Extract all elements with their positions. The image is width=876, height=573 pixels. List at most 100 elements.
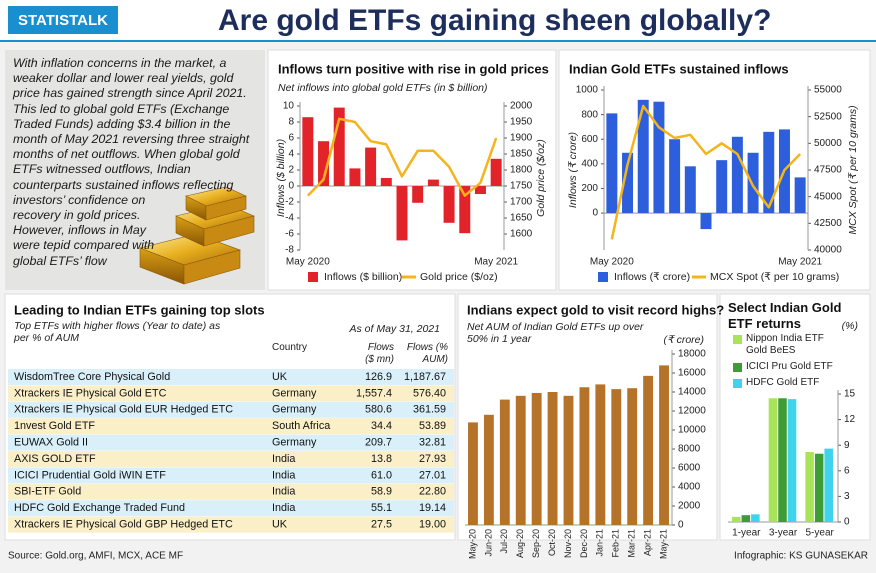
bar: [653, 101, 665, 214]
y-tick-label: 1650: [510, 213, 533, 224]
y-tick-label: 18000: [678, 349, 706, 360]
y-tick-label: 50000: [814, 138, 842, 149]
table-cell: India: [272, 469, 295, 481]
x-tick-label: Mar-21: [627, 529, 637, 558]
credit: Infographic: KS GUNASEKAR: [734, 551, 868, 562]
bar: [659, 365, 669, 525]
bar: [412, 186, 424, 203]
row-band: [8, 467, 454, 484]
y-tick-label: 1700: [510, 197, 533, 208]
y2-axis-label: Gold price ($/oz): [535, 139, 547, 217]
legend-label: Inflows ($ billion): [324, 271, 402, 283]
table-cell: AXIS GOLD ETF: [14, 453, 96, 465]
bar: [824, 448, 833, 522]
table-cell: SBI-ETF Gold: [14, 486, 81, 498]
tag-box: [8, 6, 118, 34]
legend-label: ICICI Pru Gold ETF: [746, 361, 833, 372]
x-tick-label: 5-year: [805, 528, 834, 539]
bar: [684, 166, 696, 214]
chart-subtitle: Net inflows into global gold ETFs (in $ …: [278, 82, 488, 94]
table-cell: HDFC Gold Exchange Traded Fund: [14, 502, 185, 514]
y-tick-label: 16000: [678, 368, 706, 379]
table-cell: 126.9: [365, 371, 392, 383]
y-tick-label: 2: [288, 165, 294, 176]
bar: [579, 387, 590, 525]
tag: STATISTALK: [18, 12, 108, 29]
bar: [700, 213, 712, 230]
bar: [380, 178, 392, 186]
y-tick-label: 1600: [510, 229, 533, 240]
y-tick-label: 1750: [510, 181, 533, 192]
bar: [637, 99, 649, 214]
legend-label: HDFC Gold ETF: [746, 377, 820, 388]
x-tick-label: Feb-21: [611, 529, 621, 558]
y-tick-label: 45000: [814, 191, 842, 202]
chart-unit: (₹ crore): [663, 334, 704, 346]
bar: [611, 389, 622, 525]
x-tick-label: 1-year: [732, 528, 761, 539]
column-header: Country: [272, 342, 308, 353]
y-tick-label: 14000: [678, 387, 706, 398]
y-tick-label: 1000: [576, 85, 599, 96]
table-cell: Xtrackers IE Physical Gold EUR Hedged ET…: [14, 404, 233, 416]
bar: [531, 392, 542, 525]
column-header: Flows (% AUM): [406, 342, 448, 365]
y2-axis-label: MCX Spot (₹ per 10 grams): [847, 105, 859, 234]
y-tick-label: 12: [844, 414, 856, 425]
legend-label: Nippon India ETF Gold BeES: [746, 333, 824, 356]
x-tick-label: May 2021: [474, 257, 518, 268]
table-cell: WisdomTree Core Physical Gold: [14, 371, 170, 383]
bar: [515, 395, 526, 525]
table-cell: ICICI Prudential Gold iWIN ETF: [14, 469, 166, 481]
y-tick-label: -4: [285, 213, 294, 224]
y-tick-label: 8: [288, 117, 294, 128]
table-cell: UK: [272, 518, 288, 530]
y-tick-label: 40000: [814, 245, 842, 256]
table-cell: India: [272, 486, 295, 498]
bar: [499, 399, 510, 525]
y-tick-label: 4000: [678, 482, 701, 493]
bar: [490, 158, 502, 186]
table-date: As of May 31, 2021: [349, 323, 440, 335]
y-tick-label: 6: [844, 465, 850, 476]
table-cell: 1,187.67: [404, 371, 446, 383]
row-band: [8, 369, 454, 385]
table-cell: 576.40: [413, 387, 446, 399]
chart-title: Select Indian Gold ETF returns: [728, 300, 842, 331]
bar: [778, 398, 787, 522]
bar: [365, 147, 377, 186]
chart-title: Inflows turn positive with rise in gold …: [278, 61, 549, 76]
chart-title: Indian Gold ETFs sustained inflows: [569, 61, 789, 76]
bar: [606, 113, 618, 214]
y-tick-label: 10000: [678, 425, 706, 436]
x-tick-label: Jan-21: [595, 529, 605, 557]
y-tick-label: 9: [844, 440, 850, 451]
bar: [563, 395, 574, 525]
row-band: [8, 451, 454, 467]
x-tick-label: Jun-20: [483, 529, 493, 557]
row-band: [8, 500, 454, 517]
intro-box: With inflation concerns in the market, a…: [13, 56, 259, 288]
table-subtitle: Top ETFs with higher flows (Year to date…: [14, 320, 221, 344]
bar: [794, 177, 806, 214]
x-tick-label: May 2021: [778, 257, 822, 268]
x-tick-label: May 2020: [286, 257, 330, 268]
chart-unit: (%): [842, 320, 858, 332]
bar: [768, 398, 778, 522]
legend-label: Gold price ($/oz): [420, 271, 498, 283]
table-cell: 361.59: [413, 404, 446, 416]
x-tick-label: Sep-20: [531, 529, 541, 558]
y-tick-label: 4: [288, 149, 294, 160]
legend-swatch: [733, 379, 742, 388]
y-tick-label: 1900: [510, 133, 533, 144]
panel: [267, 49, 557, 291]
table-cell: 1nvest Gold ETF: [14, 420, 95, 432]
row-band: [8, 483, 454, 500]
table-cell: 19.00: [419, 518, 446, 530]
table-cell: 32.81: [419, 436, 446, 448]
bar: [318, 141, 330, 186]
table-cell: 13.8: [371, 453, 392, 465]
bar: [595, 384, 606, 525]
bar: [547, 392, 558, 525]
